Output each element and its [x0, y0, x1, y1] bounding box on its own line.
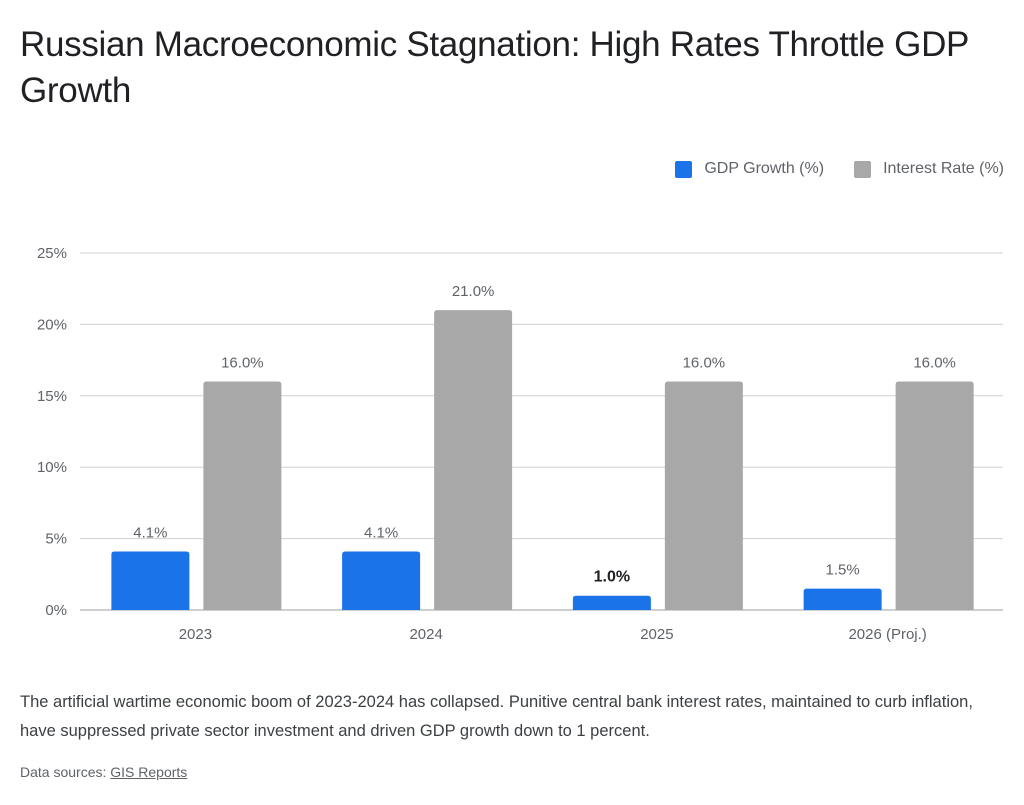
- y-tick-label: 15%: [37, 388, 67, 405]
- legend-label-gdp: GDP Growth (%): [704, 160, 825, 177]
- bar-gdp-growth: [111, 551, 190, 610]
- data-label: 16.0%: [683, 355, 726, 372]
- bar-gdp-growth: [342, 551, 421, 610]
- data-label: 21.0%: [452, 283, 495, 300]
- bar-interest-rate: [895, 381, 974, 610]
- bar-gdp-growth: [572, 595, 651, 610]
- data-sources: Data sources: GIS Reports: [20, 764, 187, 780]
- legend-label-interest-rate: Interest Rate (%): [883, 160, 1004, 177]
- data-label: 16.0%: [913, 355, 956, 372]
- y-tick-label: 25%: [37, 245, 67, 262]
- legend: GDP Growth (%) Interest Rate (%): [675, 160, 1004, 178]
- data-label: 16.0%: [221, 355, 264, 372]
- y-tick-label: 0%: [45, 602, 67, 619]
- bar-interest-rate: [434, 310, 513, 610]
- legend-swatch-gdp: [675, 160, 693, 178]
- x-tick-label: 2026 (Proj.): [848, 626, 926, 643]
- sources-label: Data sources:: [20, 764, 107, 780]
- data-label: 4.1%: [133, 524, 167, 541]
- x-tick-label: 2024: [409, 626, 442, 643]
- x-tick-label: 2025: [640, 626, 673, 643]
- legend-item-interest-rate[interactable]: Interest Rate (%): [854, 160, 1004, 178]
- y-tick-label: 10%: [37, 459, 67, 476]
- data-label: 1.5%: [826, 562, 860, 579]
- legend-swatch-interest-rate: [854, 160, 872, 178]
- data-label: 4.1%: [364, 524, 398, 541]
- chart-description: The artificial wartime economic boom of …: [20, 693, 973, 740]
- sources-link[interactable]: GIS Reports: [110, 764, 188, 780]
- y-tick-label: 20%: [37, 316, 67, 333]
- x-tick-label: 2023: [179, 626, 212, 643]
- bar-gdp-growth: [803, 588, 882, 610]
- data-label: 1.0%: [594, 569, 630, 586]
- y-tick-label: 5%: [45, 531, 67, 548]
- bar-interest-rate: [203, 381, 282, 610]
- bar-interest-rate: [664, 381, 743, 610]
- legend-item-gdp[interactable]: GDP Growth (%): [675, 160, 824, 178]
- chart-title: Russian Macroeconomic Stagnation: High R…: [20, 25, 969, 110]
